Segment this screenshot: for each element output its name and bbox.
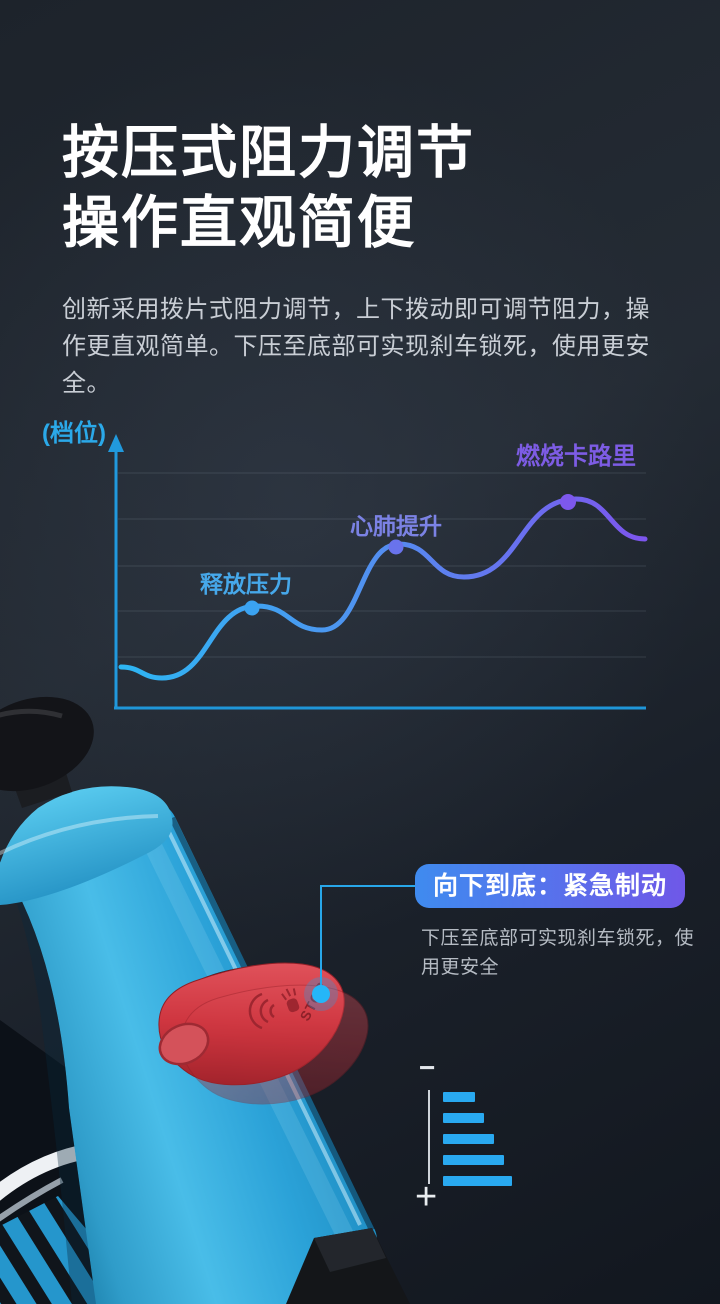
curve-stage-labels: 释放压力 心肺提升 燃烧卡路里 — [200, 442, 636, 597]
gear-level-chart: (档位) 释放压力 心肺提升 燃烧卡路里 — [42, 419, 648, 710]
resistance-bar — [443, 1134, 494, 1144]
emergency-brake-badge: 向下到底：紧急制动 — [415, 864, 686, 908]
y-axis-arrow-icon — [108, 434, 124, 452]
callout-anchor-dot — [312, 985, 330, 1003]
plus-icon: + — [415, 1176, 438, 1218]
frame-cap-ridge — [0, 814, 159, 856]
chart-gridlines — [118, 472, 646, 658]
frame-tube-left-shade — [0, 862, 96, 1304]
title-line-1: 按压式阻力调节 — [62, 121, 475, 185]
seat-knob — [0, 696, 94, 792]
frame-end-cap-facet — [314, 1228, 386, 1272]
curve-dot — [560, 494, 576, 510]
seat-knob-highlight — [0, 708, 63, 719]
product-photo-spin-bike: STOP — [0, 696, 415, 1304]
resistance-bar — [443, 1155, 504, 1165]
lever-pivot — [158, 1022, 210, 1066]
curve-stage-label: 心肺提升 — [350, 513, 442, 539]
curve-dot — [244, 600, 260, 616]
y-axis-label: (档位) — [42, 419, 106, 447]
resistance-bars — [443, 1092, 512, 1197]
frame-cap — [0, 786, 173, 906]
minus-icon: − — [419, 1052, 436, 1083]
curve-stage-label: 燃烧卡路里 — [516, 442, 636, 470]
title-line-2: 操作直观简便 — [62, 191, 416, 255]
emergency-brake-description: 下压至底部可实现刹车锁死，使用更安全 — [421, 928, 695, 978]
resistance-bar — [443, 1176, 512, 1186]
curve-dot — [388, 539, 404, 555]
callout-connector-line — [320, 885, 415, 993]
indicator-axis-line — [428, 1090, 430, 1184]
resistance-bar — [443, 1113, 484, 1123]
intro-paragraph: 创新采用拨片式阻力调节，上下拨动即可调节阻力，操作更直观简单。下压至底部可实现刹… — [62, 296, 650, 397]
curve-dots — [244, 494, 576, 616]
lever-press-icon — [248, 988, 300, 1030]
resistance-bar — [443, 1092, 475, 1102]
page-title: 按压式阻力调节 操作直观简便 — [62, 118, 475, 258]
curve-stage-label: 释放压力 — [200, 571, 292, 597]
flywheel-rim-inner — [0, 1177, 64, 1222]
gear-curve — [118, 496, 648, 681]
resistance-scale-indicator: − + — [415, 1054, 555, 1216]
